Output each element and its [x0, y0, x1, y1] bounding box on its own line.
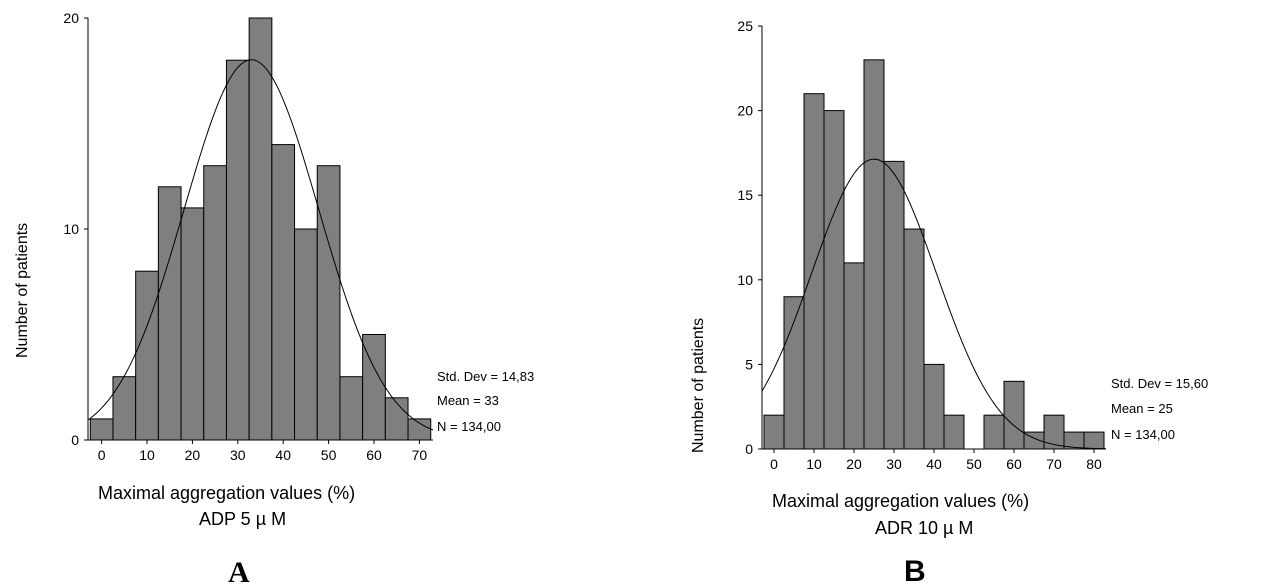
panel-a-x-tick-label: 50: [321, 447, 337, 463]
panel-a-bar: [407, 418, 432, 441]
panel-b-bar: [983, 414, 1005, 450]
panel-a-y-axis-label: Number of patients: [14, 223, 31, 358]
panel-b-y-tick-label: 0: [745, 441, 753, 457]
panel-a-bar: [384, 397, 409, 441]
panel-b-y-tick-label: 20: [737, 103, 753, 119]
panel-b-chart: 0 10 20 30 40 50 60 70 80 0 5 10 15 20 25 Number of pa…: [690, 18, 1208, 588]
panel-b-mean: Mean = 25: [1111, 401, 1173, 416]
panel-a-x-tick-label: 60: [366, 447, 382, 463]
panel-b-bar: [1083, 431, 1105, 450]
panel-a-bar: [316, 165, 341, 441]
panel-b-x-axis-label: Maximal aggregation values (%): [772, 491, 1029, 511]
panel-b-bars: [763, 59, 1105, 450]
panel-b-std-dev: Std. Dev = 15,60: [1111, 376, 1208, 391]
panel-b-x-tick-label: 30: [886, 456, 902, 472]
panel-b-bar: [843, 262, 865, 450]
panel-b-y-tick-label: 25: [737, 18, 753, 34]
panel-a-bar: [89, 418, 114, 441]
panel-b-bar: [863, 59, 885, 450]
panel-b-x-tick-label: 20: [846, 456, 862, 472]
panel-b-x-axis-sublabel: ADR 10 µ M: [875, 518, 973, 538]
panel-b-x-tick-label: 60: [1006, 456, 1022, 472]
panel-b-label: B: [904, 555, 926, 588]
panel-a-x-tick-label: 30: [230, 447, 246, 463]
panel-b-y-tick-label: 10: [737, 272, 753, 288]
panel-a-bar: [271, 144, 296, 441]
panel-b-bar: [923, 363, 945, 450]
panel-a-x-tick-label: 40: [275, 447, 291, 463]
panel-a-bar: [112, 376, 137, 441]
panel-a-bar: [248, 17, 273, 441]
panel-a-n: N = 134,00: [437, 419, 501, 434]
panel-a-x-axis-sublabel: ADP 5 µ M: [199, 509, 286, 529]
panel-b-y-tick-label: 15: [737, 187, 753, 203]
panel-b-x-tick-label: 50: [966, 456, 982, 472]
panel-b-bar: [1003, 380, 1025, 450]
panel-b-bar: [823, 110, 845, 450]
panel-b-bar: [803, 93, 825, 450]
panel-b-ticks: 0 10 20 30 40 50 60 70 80 0 5 10 15 20 25: [737, 18, 1102, 472]
panel-b-bar: [883, 160, 905, 450]
panel-a-bar: [203, 165, 227, 441]
panel-a-x-tick-label: 20: [185, 447, 201, 463]
panel-b-bar: [763, 414, 785, 450]
panel-b-bar: [943, 414, 965, 450]
panel-a-mean: Mean = 33: [437, 393, 499, 408]
panel-a-x-tick-label: 0: [98, 447, 106, 463]
panel-a-x-tick-label: 70: [412, 447, 428, 463]
panel-b-y-tick-label: 5: [745, 356, 753, 372]
panel-b-x-tick-label: 40: [926, 456, 942, 472]
panel-b-x-tick-label: 10: [806, 456, 822, 472]
panel-a-bar: [339, 376, 364, 441]
panel-a-bar: [294, 228, 318, 441]
panel-a-std-dev: Std. Dev = 14,83: [437, 369, 534, 384]
panel-a-y-tick-label: 20: [63, 10, 79, 26]
panel-a-y-tick-label: 10: [63, 221, 79, 237]
panel-b-x-tick-label: 80: [1086, 456, 1102, 472]
panel-a-bar: [225, 59, 250, 441]
panel-a-x-axis-label: Maximal aggregation values (%): [98, 483, 355, 503]
panel-a-bar: [157, 186, 182, 441]
panel-a-x-tick-label: 10: [139, 447, 155, 463]
panel-a-y-tick-label: 0: [71, 432, 79, 448]
panel-a-bars: [89, 17, 432, 441]
panel-a-label: A: [228, 556, 250, 588]
panel-b-bar: [783, 296, 805, 450]
panel-b-normal-curve: [761, 158, 1107, 450]
panel-b-n: N = 134,00: [1111, 427, 1175, 442]
panel-a-normal-curve: [87, 59, 434, 431]
panel-a-bar: [180, 207, 205, 441]
panel-b-x-tick-label: 70: [1046, 456, 1062, 472]
panel-a-bar: [135, 270, 159, 441]
panel-b-bar: [1043, 414, 1065, 450]
panel-b-bar: [903, 228, 925, 450]
panel-b-y-axis-label: Number of patients: [690, 318, 707, 453]
panel-a-ticks: 0 10 20 30 40 50 60 70 0 10 20: [63, 10, 427, 463]
panel-b-x-tick-label: 0: [770, 456, 778, 472]
